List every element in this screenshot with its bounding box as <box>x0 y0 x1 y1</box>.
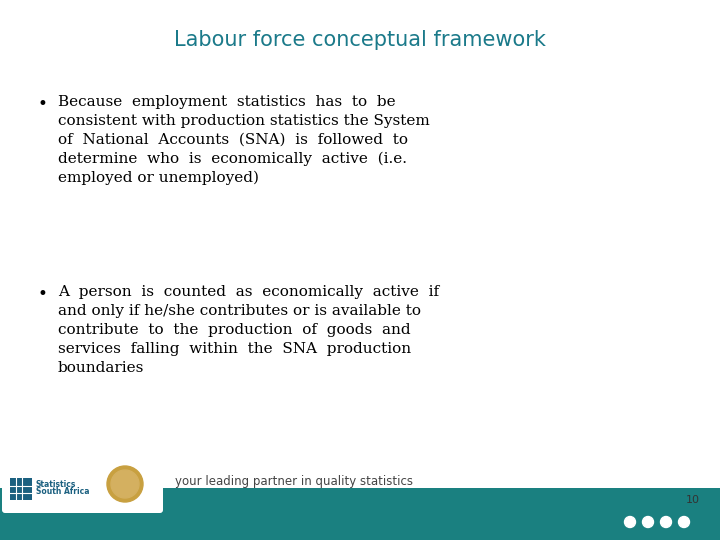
Text: •: • <box>37 95 47 113</box>
Text: •: • <box>37 285 47 303</box>
Circle shape <box>624 516 636 528</box>
Text: A  person  is  counted  as  economically  active  if: A person is counted as economically acti… <box>58 285 439 299</box>
Text: consistent with production statistics the System: consistent with production statistics th… <box>58 114 430 128</box>
Text: and only if he/she contributes or is available to: and only if he/she contributes or is ava… <box>58 304 421 318</box>
Text: South Africa: South Africa <box>36 487 89 496</box>
Circle shape <box>111 470 139 498</box>
Text: Because  employment  statistics  has  to  be: Because employment statistics has to be <box>58 95 395 109</box>
Text: services  falling  within  the  SNA  production: services falling within the SNA producti… <box>58 342 411 356</box>
Text: Labour force conceptual framework: Labour force conceptual framework <box>174 30 546 50</box>
Circle shape <box>660 516 672 528</box>
Text: boundaries: boundaries <box>58 361 145 375</box>
Text: employed or unemployed): employed or unemployed) <box>58 171 259 185</box>
Text: your leading partner in quality statistics: your leading partner in quality statisti… <box>175 476 413 489</box>
Circle shape <box>107 466 143 502</box>
Text: Statistics: Statistics <box>36 480 76 489</box>
Circle shape <box>678 516 690 528</box>
Bar <box>0 488 720 540</box>
Circle shape <box>642 516 654 528</box>
Text: contribute  to  the  production  of  goods  and: contribute to the production of goods an… <box>58 323 410 337</box>
Text: 10: 10 <box>686 495 700 505</box>
Text: determine  who  is  economically  active  (i.e.: determine who is economically active (i.… <box>58 152 407 166</box>
FancyBboxPatch shape <box>2 455 163 513</box>
Bar <box>10 478 32 500</box>
Text: of  National  Accounts  (SNA)  is  followed  to: of National Accounts (SNA) is followed t… <box>58 133 408 147</box>
